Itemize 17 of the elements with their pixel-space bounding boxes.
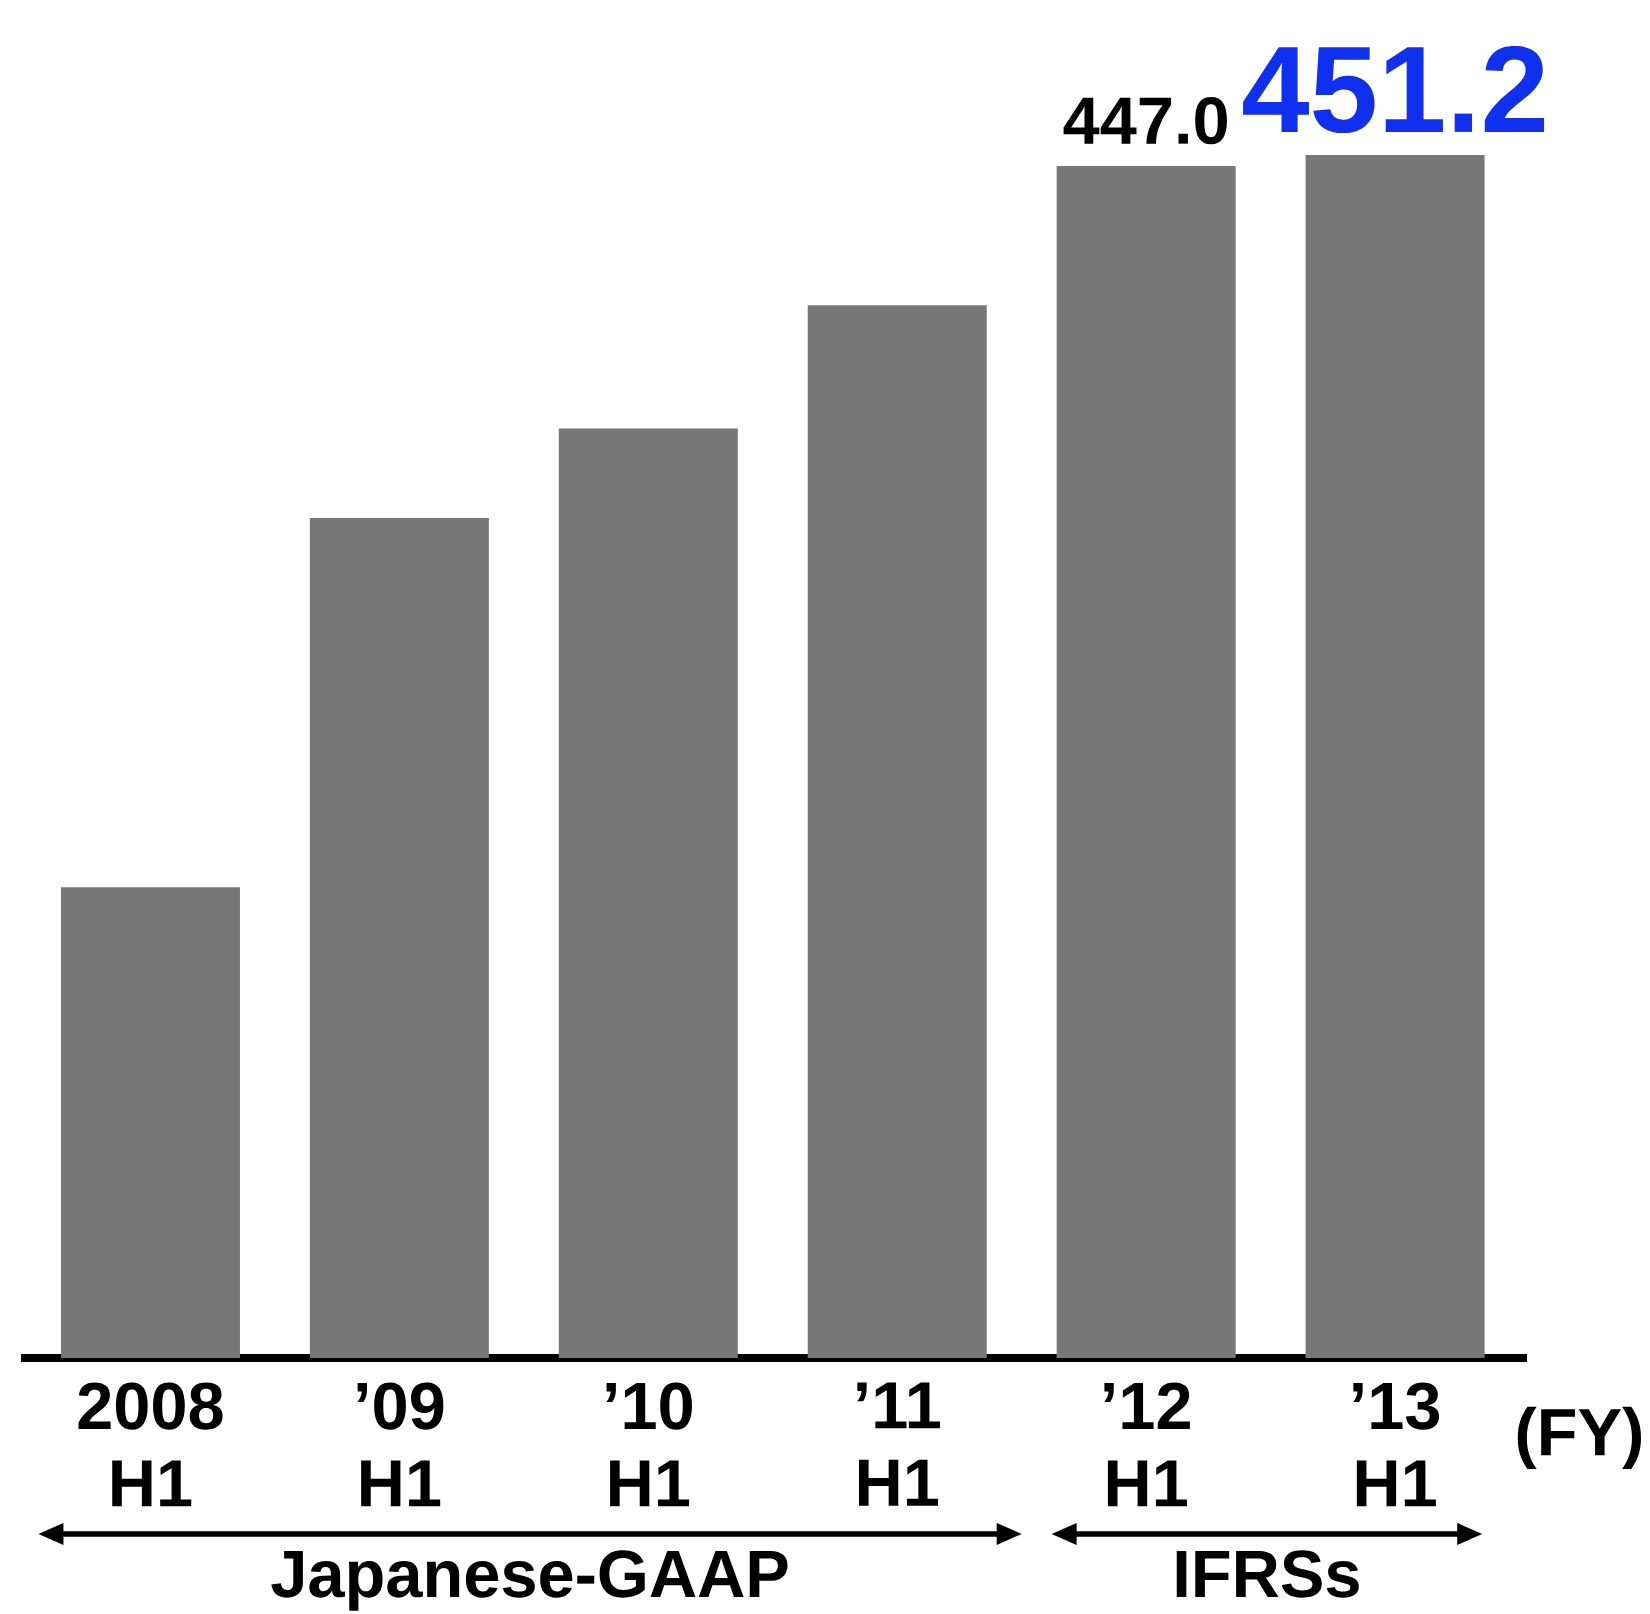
text: Japanese-GAAP xyxy=(271,1550,788,1611)
bar xyxy=(1305,154,1485,1358)
x-tick-label: ’11 H1 xyxy=(857,1382,940,1506)
x-tick-label: ’09 H1 xyxy=(357,1382,444,1507)
x-tick-label: ’13 H1 xyxy=(1353,1382,1440,1507)
x-tick-label: 2008 H1 xyxy=(78,1382,223,1507)
bar xyxy=(558,428,738,1358)
bar xyxy=(309,518,489,1358)
bar xyxy=(807,305,987,1358)
data-label: 451.2 xyxy=(1243,46,1545,134)
bar xyxy=(60,887,240,1358)
x-tick-label: ’12 H1 xyxy=(1104,1382,1190,1507)
text: IFRSs xyxy=(1176,1550,1359,1598)
text: (FY) xyxy=(1517,1406,1641,1470)
bar xyxy=(1056,166,1236,1358)
x-tick-label: ’10 H1 xyxy=(606,1382,692,1507)
data-label: 447.0 xyxy=(1063,97,1227,145)
